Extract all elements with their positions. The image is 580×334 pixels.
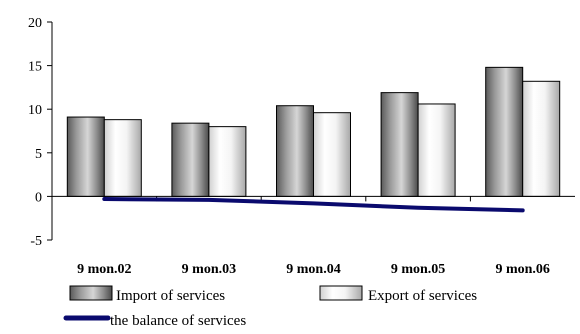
- bar-import-2: [276, 105, 314, 197]
- category-label-2: 9 mon.04: [286, 262, 340, 277]
- bar-import-0: [66, 116, 105, 197]
- category-label-1: 9 mon.03: [182, 262, 236, 277]
- legend-swatch-0: [69, 285, 113, 301]
- bar-export-4: [522, 80, 561, 197]
- bar-export-0: [103, 119, 142, 197]
- bar-export-3: [417, 103, 456, 197]
- legend-label-0: Import of services: [116, 288, 225, 304]
- bar-import-3: [380, 92, 419, 197]
- legend-swatch-1: [319, 285, 363, 301]
- y-tick-label-5: 20: [28, 16, 42, 31]
- y-tick-label-2: 5: [35, 147, 42, 162]
- category-label-0: 9 mon.02: [77, 262, 131, 277]
- legend-label-2: the balance of services: [110, 313, 246, 329]
- y-tick-label-3: 10: [28, 103, 42, 118]
- bar-export-2: [313, 112, 351, 197]
- y-tick-label-4: 15: [28, 60, 42, 75]
- y-tick-label-1: 0: [35, 190, 42, 205]
- bar-import-4: [485, 66, 524, 197]
- y-tick-label-0: -5: [30, 234, 42, 249]
- bar-import-1: [171, 122, 210, 197]
- legend-label-1: Export of services: [368, 288, 477, 304]
- bar-export-1: [208, 126, 247, 197]
- balance-line: [102, 197, 525, 213]
- category-label-4: 9 mon.06: [495, 262, 549, 277]
- category-label-3: 9 mon.05: [391, 262, 445, 277]
